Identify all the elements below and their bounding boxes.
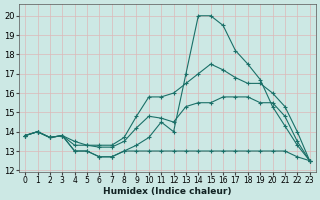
X-axis label: Humidex (Indice chaleur): Humidex (Indice chaleur): [103, 187, 232, 196]
